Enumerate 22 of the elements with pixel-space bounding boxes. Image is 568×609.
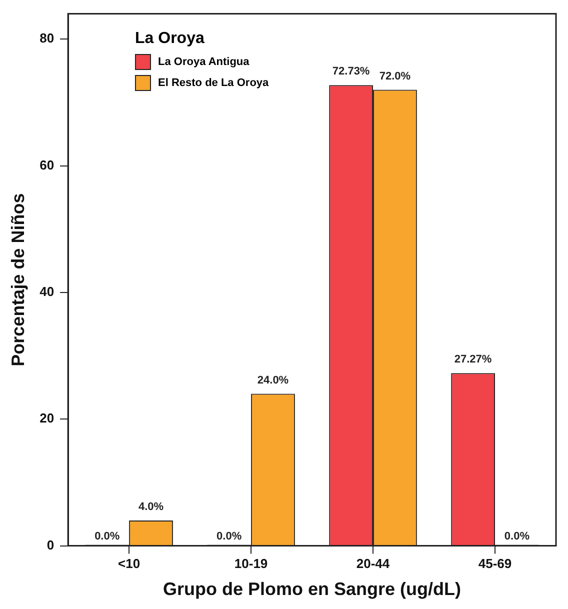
data-label: 72.0%	[379, 70, 411, 82]
y-axis-title: Porcentaje de Niños	[8, 193, 28, 366]
x-tick-label: 10-19	[234, 556, 268, 572]
data-label: 24.0%	[257, 374, 289, 386]
y-tick-label: 20	[40, 410, 54, 426]
y-tick-label: 80	[40, 30, 54, 46]
data-label: 0.0%	[94, 530, 120, 542]
x-axis-title: Grupo de Plomo en Sangre (ug/dL)	[163, 579, 462, 600]
data-label: 27.27%	[454, 354, 492, 366]
y-tick-label: 40	[40, 284, 54, 300]
x-tick-label: <10	[118, 556, 140, 572]
data-label: 72.73%	[332, 66, 370, 78]
legend-label: La Oroya Antigua	[158, 56, 250, 68]
y-tick-label: 60	[40, 157, 54, 172]
x-tick-label: 45-69	[478, 556, 512, 572]
data-label: 0.0%	[216, 530, 242, 542]
data-label: 0.0%	[504, 530, 530, 542]
y-tick-label: 0	[46, 537, 54, 552]
x-tick-label: 20-44	[356, 556, 390, 572]
legend-title: La Oroya	[135, 30, 206, 48]
data-label: 4.0%	[138, 501, 164, 513]
legend-label: El Resto de La Oroya	[158, 76, 269, 88]
